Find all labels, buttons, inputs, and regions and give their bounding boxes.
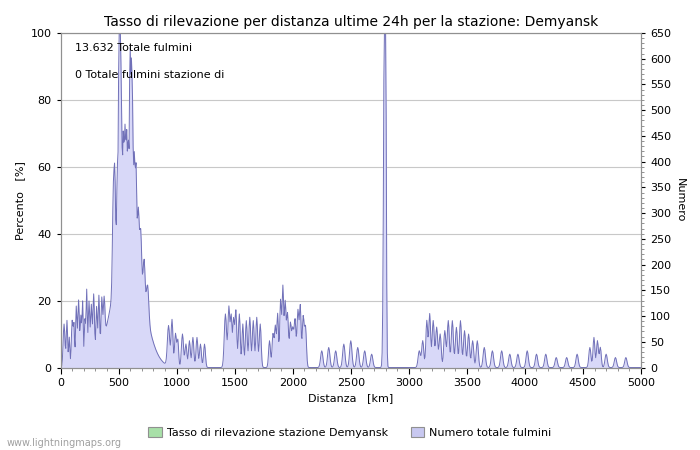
Y-axis label: Percento   [%]: Percento [%] <box>15 161 25 240</box>
Text: www.lightningmaps.org: www.lightningmaps.org <box>7 438 122 448</box>
Y-axis label: Numero: Numero <box>675 178 685 222</box>
X-axis label: Distanza   [km]: Distanza [km] <box>308 393 393 404</box>
Text: 13.632 Totale fulmini: 13.632 Totale fulmini <box>75 43 192 53</box>
Legend: Tasso di rilevazione stazione Demyansk, Numero totale fulmini: Tasso di rilevazione stazione Demyansk, … <box>144 423 556 442</box>
Text: 0 Totale fulmini stazione di: 0 Totale fulmini stazione di <box>75 70 225 80</box>
Title: Tasso di rilevazione per distanza ultime 24h per la stazione: Demyansk: Tasso di rilevazione per distanza ultime… <box>104 15 598 29</box>
